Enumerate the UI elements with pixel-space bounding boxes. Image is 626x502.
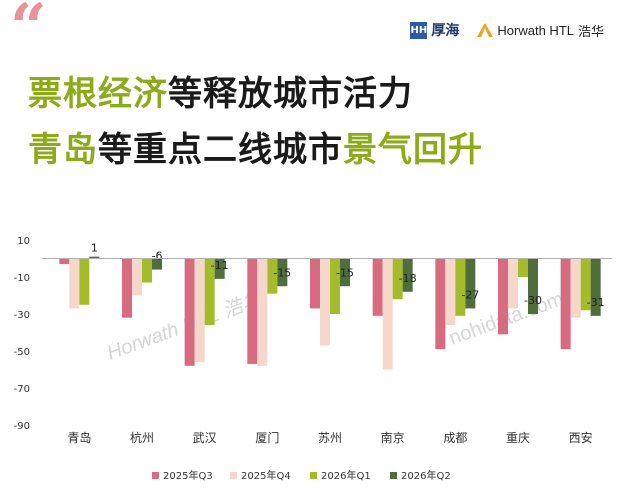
bar (69, 258, 80, 309)
bar-chart: Horwath HTL 浩华nohidata.com10-10-30-50-70… (14, 236, 612, 482)
data-label: -15 (273, 266, 291, 279)
category-label: 武汉 (193, 431, 217, 445)
headline-highlight-2: 青岛 (28, 130, 98, 170)
data-label: -6 (152, 250, 163, 263)
bar (142, 258, 152, 283)
bar (194, 258, 205, 363)
bar (204, 258, 215, 326)
bar (590, 258, 601, 316)
bar (330, 258, 340, 314)
bar (320, 258, 330, 346)
bar (267, 258, 278, 294)
bar (152, 258, 162, 270)
y-tick-label: -90 (14, 421, 30, 432)
bar (455, 258, 466, 316)
bar (372, 258, 383, 316)
bar (89, 256, 100, 259)
data-label: -11 (211, 259, 229, 272)
bar (122, 258, 132, 318)
y-tick-label: -50 (14, 347, 30, 358)
bar (402, 258, 413, 292)
bar (580, 258, 591, 311)
category-label: 成都 (443, 431, 467, 445)
houhai-logo-mark: HH (410, 21, 428, 39)
houhai-logo: HH 厚海 (410, 20, 459, 40)
category-label: 青岛 (67, 430, 91, 445)
legend-swatch (230, 472, 237, 479)
houhai-logo-text: 厚海 (431, 23, 460, 39)
y-tick-label: 10 (17, 236, 30, 247)
bar (392, 258, 403, 300)
legend-swatch (390, 472, 397, 479)
horwath-logo-icon (477, 23, 494, 37)
bar (59, 258, 70, 265)
bar (508, 258, 518, 309)
bar (214, 258, 225, 279)
bar (528, 258, 538, 314)
category-label: 杭州 (130, 430, 154, 445)
y-tick-label: -30 (14, 310, 30, 321)
category-label: 苏州 (318, 431, 342, 445)
bar (310, 258, 320, 309)
bar (465, 258, 476, 309)
horwath-logo-cn: 浩华 (577, 23, 604, 39)
data-label: -27 (461, 288, 479, 301)
bar (79, 258, 90, 305)
data-label: -18 (399, 272, 417, 285)
data-label: -30 (524, 294, 542, 307)
bar (184, 258, 195, 366)
category-label: 南京 (381, 430, 405, 445)
y-tick-label: -70 (14, 384, 30, 395)
logo-bar: HH 厚海 Horwath HTL 浩华 (410, 20, 604, 40)
quote-mark: “ (10, 0, 47, 65)
data-label: -15 (336, 266, 354, 279)
category-label: 西安 (569, 430, 593, 445)
headline-line-1: 票根经济等释放城市活力 (28, 66, 413, 115)
category-label: 厦门 (255, 430, 279, 445)
legend-label: 2025年Q4 (241, 469, 291, 482)
headline-text-1: 等释放城市活力 (168, 74, 413, 114)
headline-line-2: 青岛等重点二线城市景气回升 (28, 122, 483, 171)
legend-label: 2026年Q1 (321, 469, 371, 482)
bar (257, 258, 268, 366)
bar (247, 258, 258, 364)
headline-text-2: 等重点二线城市 (98, 130, 343, 170)
data-label: -31 (587, 296, 605, 309)
legend-label: 2026年Q2 (401, 469, 451, 482)
headline-highlight-3: 景气回升 (343, 130, 483, 170)
horwath-logo-text: Horwath HTL (497, 22, 574, 38)
legend-label: 2025年Q3 (163, 469, 213, 482)
category-label: 重庆 (506, 431, 530, 445)
bar (435, 258, 446, 350)
headline-highlight-1: 票根经济 (28, 74, 168, 114)
bar (560, 258, 571, 350)
bar (518, 258, 528, 277)
bar (445, 258, 456, 326)
bar (498, 258, 508, 335)
horwath-logo: Horwath HTL 浩华 (477, 21, 604, 40)
y-tick-label: -10 (14, 273, 30, 284)
bar (340, 258, 350, 287)
legend-swatch (152, 472, 159, 479)
bar (570, 258, 581, 318)
bar (132, 258, 142, 296)
bar (277, 258, 288, 287)
legend-swatch (310, 472, 317, 479)
data-label: 1 (91, 242, 98, 255)
bar (382, 258, 393, 370)
